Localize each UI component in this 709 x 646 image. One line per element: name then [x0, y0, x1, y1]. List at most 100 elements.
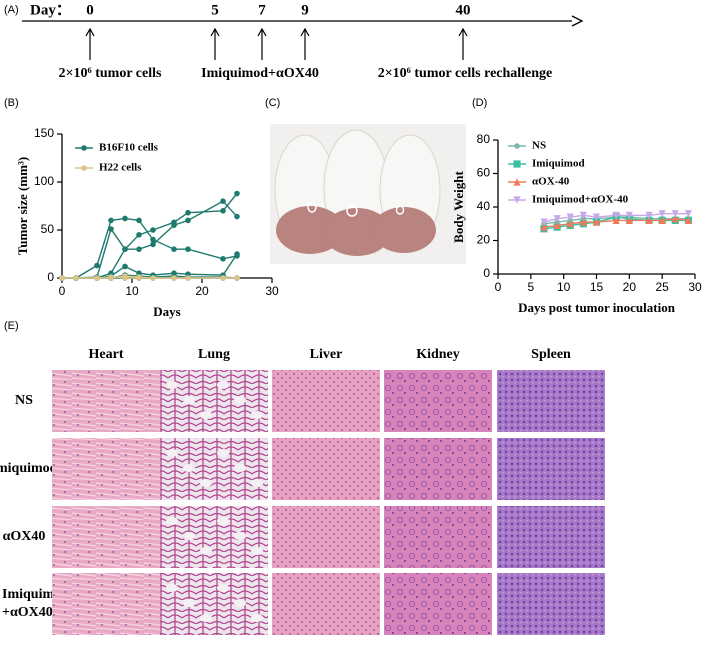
- marker: [136, 275, 142, 281]
- marker: [579, 211, 587, 219]
- marker: [684, 210, 693, 218]
- marker: [171, 275, 177, 281]
- histology-image: [497, 506, 605, 568]
- marker: [234, 190, 240, 197]
- marker: [625, 216, 633, 224]
- alveolus: [217, 381, 229, 389]
- histology-image: [272, 370, 380, 432]
- x-axis-label: Days post tumor inoculation: [518, 300, 676, 315]
- legend-label: αOX-40: [532, 176, 570, 188]
- day-label: Day：: [30, 2, 71, 18]
- timeline-arrowhead: [300, 27, 310, 37]
- alveolus: [234, 532, 246, 540]
- x-tick-label: 0: [495, 280, 502, 294]
- legend-label: NS: [532, 140, 546, 152]
- alveolus: [166, 381, 178, 389]
- day-number: 9: [301, 2, 309, 18]
- histology-image: [160, 573, 268, 635]
- day-number: 0: [86, 2, 94, 18]
- marker: [150, 275, 156, 281]
- marker: [645, 211, 653, 219]
- alveolus: [183, 532, 195, 540]
- day-number: 40: [456, 2, 471, 18]
- timeline-arrowhead: [571, 15, 584, 27]
- timeline-arrowhead: [458, 27, 468, 37]
- y-tick-label: 60: [477, 166, 491, 180]
- day-number: 5: [211, 2, 219, 18]
- marker: [220, 208, 226, 214]
- y-tick-label: 0: [47, 270, 54, 284]
- marker: [540, 218, 548, 226]
- marker: [612, 216, 620, 224]
- histology-image: [384, 370, 492, 432]
- marker: [59, 275, 65, 281]
- alveolus: [200, 614, 212, 622]
- marker: [122, 246, 128, 252]
- data-line: [62, 200, 238, 279]
- marker: [150, 227, 156, 233]
- y-tick-label: 100: [34, 174, 54, 188]
- marker: [220, 255, 226, 262]
- panel-label: (C): [265, 97, 280, 109]
- marker: [553, 215, 561, 223]
- marker: [171, 219, 177, 226]
- column-header: Lung: [198, 347, 230, 362]
- histology-image: [52, 506, 160, 568]
- alveolus: [217, 584, 229, 592]
- alveolus: [234, 464, 246, 472]
- histology-image: [497, 438, 605, 500]
- y-axis-label: Body Weight: [451, 171, 466, 243]
- alveolus: [217, 517, 229, 525]
- data-line: [62, 217, 238, 279]
- y-tick-label: 0: [483, 266, 490, 280]
- marker: [108, 226, 114, 232]
- marker: [94, 262, 100, 269]
- legend-label: Imiquimod: [532, 158, 585, 170]
- x-tick-label: 20: [195, 284, 209, 298]
- alveolus: [251, 411, 263, 419]
- histology-image: [497, 573, 605, 635]
- marker: [73, 275, 79, 281]
- x-tick-label: 0: [59, 284, 66, 298]
- marker: [540, 223, 548, 231]
- marker: [566, 213, 574, 221]
- x-axis-label: Days: [153, 304, 180, 319]
- marker: [136, 246, 142, 252]
- alveolus: [251, 479, 263, 487]
- histology-image: [384, 573, 492, 635]
- histology-image: [160, 370, 268, 432]
- histology-image: [272, 438, 380, 500]
- x-tick-label: 10: [125, 284, 139, 298]
- marker: [171, 246, 177, 252]
- panel-label: (E): [4, 320, 19, 332]
- histology-image: [160, 438, 268, 500]
- marker: [234, 251, 240, 257]
- event-label: 2×10⁶ tumor cells rechallenge: [378, 66, 553, 81]
- mouse-photo: [270, 124, 466, 264]
- panel-label: (B): [4, 97, 19, 109]
- marker: [122, 215, 128, 222]
- marker: [671, 215, 679, 223]
- x-tick-label: 20: [623, 280, 637, 294]
- marker: [150, 241, 156, 248]
- y-tick-label: 20: [477, 233, 491, 247]
- timeline-arrowhead: [257, 27, 267, 37]
- row-label: NS: [15, 393, 33, 408]
- marker: [122, 275, 128, 281]
- marker: [185, 217, 191, 224]
- marker: [234, 213, 240, 220]
- x-tick-label: 30: [688, 280, 702, 294]
- marker: [150, 236, 156, 243]
- marker: [108, 217, 114, 224]
- panel-label: (D): [472, 97, 487, 109]
- histology-image: [52, 438, 160, 500]
- x-tick-label: 5: [527, 280, 534, 294]
- column-header: Spleen: [531, 347, 571, 362]
- alveolus: [166, 584, 178, 592]
- marker: [671, 210, 679, 218]
- legend-label: H22 cells: [99, 162, 142, 174]
- alveolus: [217, 449, 229, 457]
- histology-image: [160, 506, 268, 568]
- histology-image: [384, 438, 492, 500]
- alveolus: [200, 547, 212, 555]
